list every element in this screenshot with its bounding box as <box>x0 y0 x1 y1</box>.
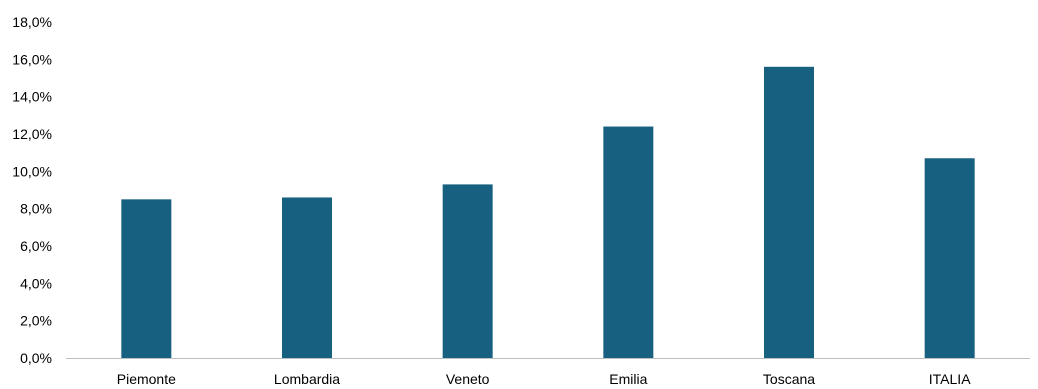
y-tick-label: 12,0% <box>12 126 52 142</box>
bar-piemonte <box>121 199 172 358</box>
bar-italia <box>924 158 975 358</box>
category-label: ITALIA <box>929 371 971 387</box>
y-tick-label: 4,0% <box>20 275 52 291</box>
bar-emilia <box>603 126 654 359</box>
category-label: Piemonte <box>117 371 176 387</box>
bar-veneto <box>442 184 493 358</box>
bar-toscana <box>764 66 814 359</box>
category-label: Emilia <box>609 371 647 387</box>
category-label: Toscana <box>763 371 815 387</box>
category-label: Lombardia <box>274 371 340 387</box>
y-tick-label: 6,0% <box>20 238 52 254</box>
y-tick-label: 16,0% <box>12 51 52 67</box>
y-tick-label: 2,0% <box>20 313 52 329</box>
y-tick-label: 10,0% <box>12 163 52 179</box>
y-axis-tick-labels: 0,0% 2,0% 4,0% 6,0% 8,0% 10,0% 12,0% 14,0% 16,0%… <box>12 14 52 366</box>
y-tick-label: 18,0% <box>12 14 52 30</box>
y-tick-label: 14,0% <box>12 89 52 105</box>
y-tick-label: 8,0% <box>20 201 52 217</box>
category-label: Veneto <box>446 371 490 387</box>
x-axis-category-labels: Piemonte Lombardia Veneto Emilia Toscana ITAL… <box>117 371 971 387</box>
bar-lombardia <box>282 197 332 358</box>
y-tick-label: 0,0% <box>20 350 52 366</box>
bars <box>121 66 975 359</box>
